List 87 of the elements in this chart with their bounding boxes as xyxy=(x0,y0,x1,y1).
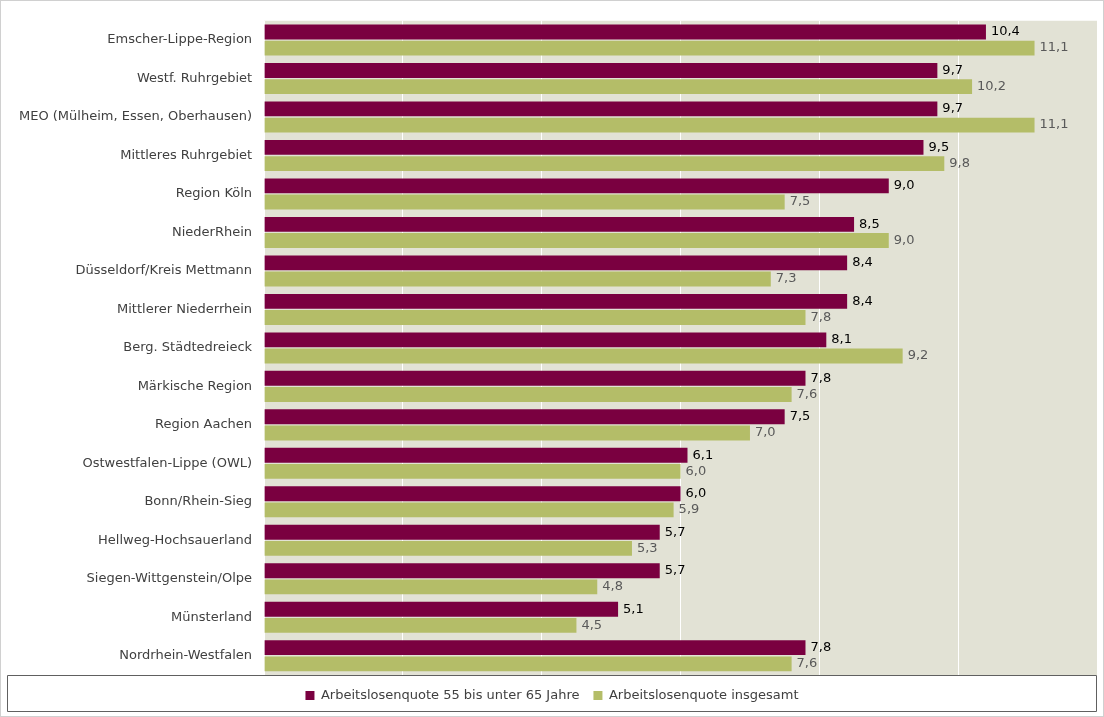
data-label: 8,4 xyxy=(852,292,873,308)
data-label: 11,1 xyxy=(1039,39,1069,55)
bar xyxy=(264,310,806,325)
data-label: 7,5 xyxy=(789,408,811,424)
bar xyxy=(264,617,577,633)
data-label: 9,2 xyxy=(907,347,929,363)
y-tick-label: Berg. Städtedreieck xyxy=(123,339,253,355)
data-label: 11,1 xyxy=(1039,116,1069,132)
bar xyxy=(264,233,889,248)
data-label: 7,3 xyxy=(775,270,797,286)
bar xyxy=(264,156,945,171)
bar xyxy=(264,579,598,595)
bar xyxy=(264,348,903,364)
y-tick-label: MEO (Mülheim, Essen, Oberhausen) xyxy=(18,108,253,124)
y-tick-label: NiederRhein xyxy=(172,223,253,239)
y-tick-label: Mittlerer Niederrhein xyxy=(117,300,253,316)
bar xyxy=(264,387,792,402)
bar xyxy=(264,540,632,556)
y-tick-label: Siegen-Wittgenstein/Olpe xyxy=(86,570,253,586)
bar xyxy=(264,40,1035,56)
bar xyxy=(264,139,924,155)
data-label: 10,4 xyxy=(990,23,1020,39)
data-label: 5,9 xyxy=(678,501,700,517)
bar xyxy=(264,101,938,117)
y-tick-label: Emscher-Lippe-Region xyxy=(107,31,253,47)
y-tick-label: Nordrhein-Westfalen xyxy=(119,647,253,663)
data-label: 6,1 xyxy=(692,446,714,462)
legend-label: Arbeitslosenquote insgesamt xyxy=(608,686,799,702)
y-tick-label: Märkische Region xyxy=(137,377,253,393)
bar xyxy=(264,502,674,518)
bar xyxy=(264,178,889,194)
data-label: 9,7 xyxy=(942,61,964,77)
y-tick-label: Münsterland xyxy=(171,608,253,624)
data-label: 8,5 xyxy=(859,215,880,231)
y-tick-label: Ostwestfalen-Lippe (OWL) xyxy=(82,454,253,470)
bar xyxy=(264,255,848,271)
data-label: 10,2 xyxy=(977,77,1007,93)
bar xyxy=(264,447,688,463)
bar xyxy=(264,640,806,656)
y-tick-label: Bonn/Rhein-Sieg xyxy=(144,493,253,509)
data-label: 6,0 xyxy=(685,485,707,501)
bar xyxy=(264,656,792,672)
bar xyxy=(264,601,619,617)
bar xyxy=(264,79,973,95)
data-label: 7,0 xyxy=(754,424,776,440)
y-tick-label: Hellweg-Hochsauerland xyxy=(98,531,253,547)
y-tick-label: Westf. Ruhrgebiet xyxy=(136,69,253,85)
data-label: 9,5 xyxy=(928,138,950,154)
bar xyxy=(264,293,848,309)
y-tick-label: Düsseldorf/Kreis Mettmann xyxy=(75,262,253,278)
data-label: 7,5 xyxy=(789,193,811,209)
data-label: 6,0 xyxy=(685,462,707,478)
bar xyxy=(264,194,785,210)
data-label: 8,1 xyxy=(831,331,852,347)
data-label: 9,8 xyxy=(949,154,970,170)
data-label: 9,0 xyxy=(893,177,915,193)
data-label: 7,8 xyxy=(810,369,832,385)
bar xyxy=(264,370,806,386)
y-tick-label: Region Köln xyxy=(175,185,253,201)
data-label: 8,4 xyxy=(852,254,873,270)
data-label: 5,1 xyxy=(623,600,644,616)
data-label: 4,8 xyxy=(602,578,623,594)
data-label: 7,8 xyxy=(810,639,832,655)
data-label: 5,3 xyxy=(636,539,658,555)
data-label: 9,0 xyxy=(893,231,915,247)
data-label: 7,6 xyxy=(796,655,818,671)
y-tick-label: Region Aachen xyxy=(154,416,253,432)
bar xyxy=(264,409,785,425)
bar xyxy=(264,271,771,287)
data-label: 7,8 xyxy=(810,308,832,324)
data-label: 4,5 xyxy=(581,616,603,632)
bar xyxy=(264,24,986,40)
bar xyxy=(264,524,660,540)
bar xyxy=(264,216,855,232)
data-label: 5,7 xyxy=(664,523,686,539)
data-label: 7,6 xyxy=(796,385,818,401)
bar xyxy=(264,563,660,579)
legend-label: Arbeitslosenquote 55 bis unter 65 Jahre xyxy=(320,686,580,702)
data-label: 9,7 xyxy=(942,100,964,116)
bar xyxy=(264,332,827,348)
y-tick-label: Mittleres Ruhrgebiet xyxy=(120,146,253,162)
bar xyxy=(264,63,938,78)
data-label: 5,7 xyxy=(664,562,686,578)
bar xyxy=(264,117,1035,133)
bar xyxy=(264,425,750,441)
bar xyxy=(264,463,681,479)
bar xyxy=(264,486,681,502)
